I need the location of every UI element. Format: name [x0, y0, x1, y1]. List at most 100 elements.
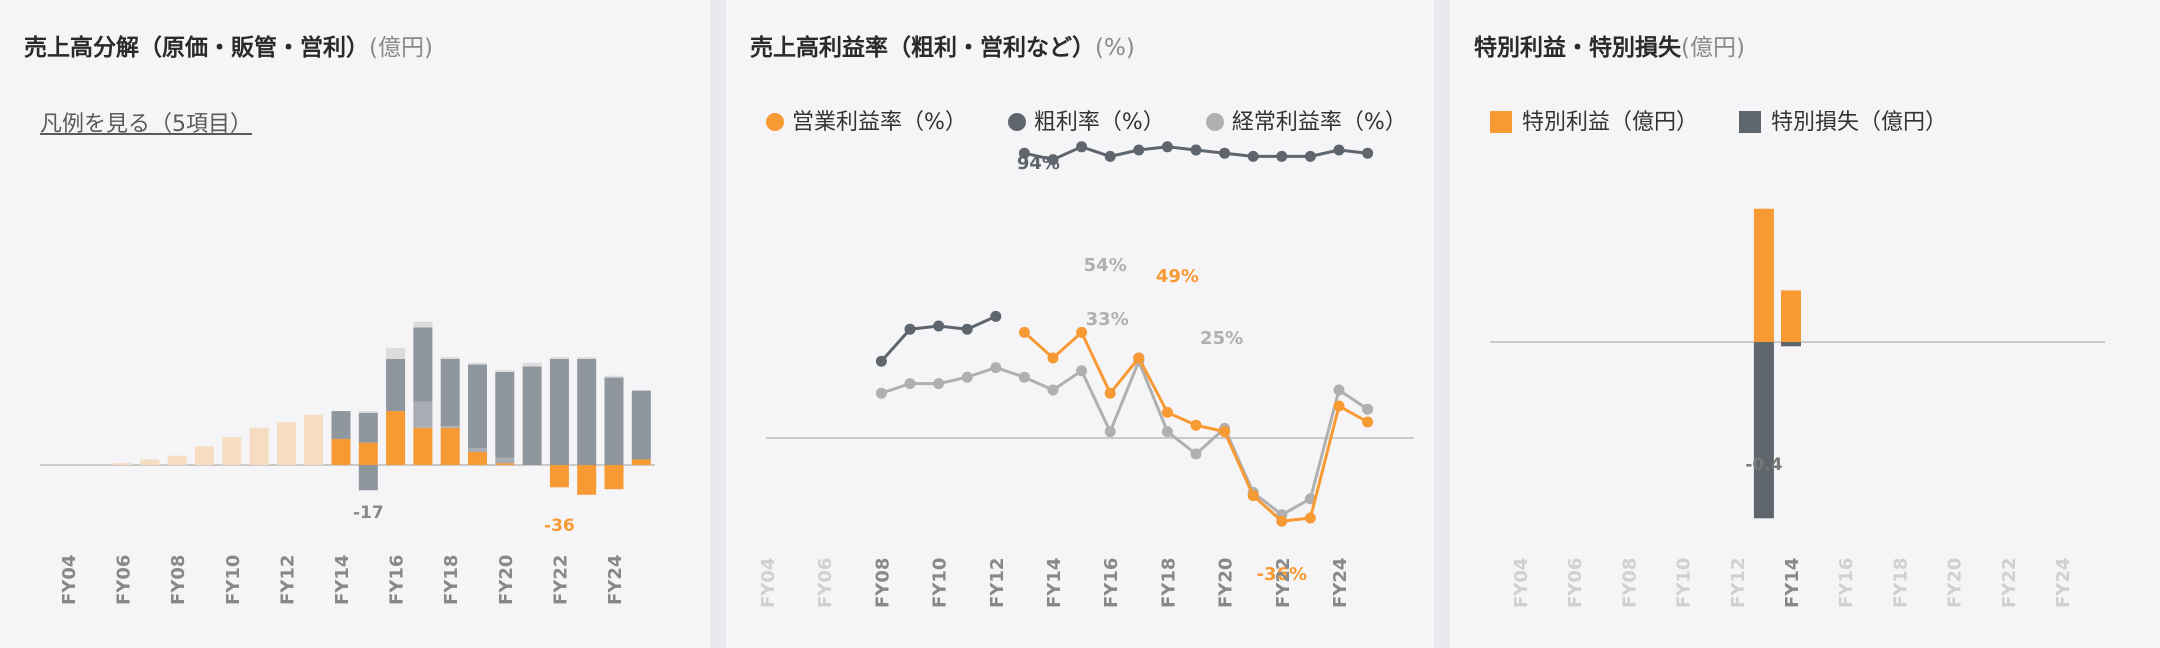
x-tick-label: FY20 — [496, 555, 517, 605]
data-point — [1276, 150, 1288, 162]
x-tick-label: FY12 — [987, 558, 1008, 608]
bar-segment-sg_and_a — [577, 358, 597, 465]
data-point — [1362, 403, 1374, 415]
data-point — [1333, 384, 1345, 396]
x-tick-label: FY08 — [1619, 558, 1640, 608]
bar-segment-early_revenue — [113, 463, 133, 465]
data-point — [1133, 352, 1145, 364]
x-tick-label: FY04 — [1511, 558, 1532, 608]
bar-segment-operating_profit — [386, 411, 406, 465]
bar-segment-operating_profit — [331, 438, 351, 465]
bar-segment-sg_and_a — [468, 364, 487, 449]
bar-segment-early_revenue — [249, 427, 269, 465]
legend-marker — [1490, 111, 1512, 133]
data-point — [1076, 141, 1088, 153]
x-tick-label: FY16 — [387, 555, 408, 605]
data-point — [1018, 371, 1030, 383]
data-point — [1247, 490, 1259, 502]
data-point — [1161, 426, 1173, 438]
show-legend-link[interactable]: 凡例を見る（5項目） — [40, 112, 252, 137]
x-tick-label: FY18 — [1890, 558, 1911, 608]
x-tick-label: FY24 — [2053, 558, 2074, 608]
data-label: -0.4 — [1745, 455, 1782, 475]
bar-segment-sg_and_a — [331, 411, 351, 439]
x-tick-label: FY22 — [1999, 558, 2020, 608]
x-tick-label: FY14 — [1044, 558, 1065, 608]
data-point — [1018, 147, 1030, 159]
x-tick-label: FY06 — [114, 555, 135, 605]
x-tick-label: FY06 — [1565, 558, 1586, 608]
bar-segment-sg_and_a — [631, 390, 651, 460]
data-point — [1190, 419, 1202, 431]
data-point — [1333, 400, 1345, 412]
legend-item-operating-margin[interactable]: 営業利益率（%） — [766, 104, 967, 136]
bar-segment-cost_of_sales — [468, 448, 487, 452]
bar-segment-other — [386, 347, 406, 359]
data-point — [1161, 406, 1173, 418]
x-tick-label: FY08 — [872, 558, 893, 608]
data-point — [1047, 352, 1059, 364]
x-tick-label: FY12 — [1728, 558, 1749, 608]
data-point — [875, 355, 887, 367]
legend-item-special-gain[interactable]: 特別利益（億円） — [1490, 104, 1698, 136]
bar-segment-operating_profit — [604, 465, 624, 490]
data-point — [904, 323, 916, 335]
bar-segment-operating_profit — [468, 451, 487, 465]
data-point — [1362, 416, 1374, 428]
data-point — [1161, 141, 1173, 153]
data-point — [933, 378, 945, 390]
data-label: -36% — [1257, 564, 1308, 585]
bar-segment-cost_of_sales — [413, 401, 433, 428]
data-point — [961, 323, 973, 335]
legend-item-ordinary-margin[interactable]: 経常利益率（%） — [1205, 104, 1404, 136]
data-point — [1362, 147, 1374, 159]
revenue-breakdown-chart: -17 -36 FY04 FY06 FY08 FY10 FY12 FY14 FY16 FY18 FY… — [40, 321, 655, 605]
data-point — [1219, 426, 1231, 438]
panel-title: 売上高分解（原価・販管・営利）(億円) — [24, 35, 433, 61]
x-tick-label: FY06 — [815, 558, 836, 608]
x-tick-label: FY12 — [277, 555, 298, 605]
bar — [1753, 342, 1774, 519]
data-point — [990, 362, 1002, 374]
bar-segment-operating_profit — [631, 459, 651, 465]
x-tick-label: FY22 — [550, 555, 571, 605]
chart-legend: 特別利益（億円） 特別損失（億円） — [1490, 104, 2130, 136]
x-tick-label: FY04 — [758, 558, 779, 608]
profit-margin-chart: 94% 54% 33% 49% 25% -36% FY04 FY06 FY08 FY10 FY12 F… — [758, 141, 1414, 608]
legend-item-gross-margin[interactable]: 粗利率（%） — [1007, 104, 1165, 136]
x-tick-label: FY10 — [930, 558, 951, 608]
profit-margin-panel: 売上高利益率（粗利・営利など）(%) 営業利益率（%） 粗利率（%） 経常利益率… — [726, 0, 1434, 648]
bar-segment-operating_profit — [413, 427, 433, 465]
bar-segment-other — [522, 362, 542, 367]
bar-segment-other — [468, 362, 487, 365]
bar-segment-other — [413, 321, 433, 328]
bar-segment-early_revenue — [167, 455, 187, 465]
data-point — [1104, 426, 1116, 438]
x-tick-label: FY16 — [1101, 558, 1122, 608]
data-point — [1333, 144, 1345, 156]
data-point — [1190, 448, 1202, 460]
bar-segment-operating_profit — [495, 463, 515, 465]
legend-item-special-loss[interactable]: 特別損失（億円） — [1739, 104, 1947, 136]
x-tick-label: FY08 — [168, 555, 189, 605]
bar-segment-sg_and_a — [386, 358, 406, 412]
x-tick-label: FY18 — [1158, 558, 1179, 608]
data-point — [1219, 147, 1231, 159]
x-tick-label: FY10 — [1674, 558, 1695, 608]
x-tick-label: FY14 — [1782, 558, 1803, 608]
data-point — [990, 310, 1002, 322]
data-label: 94% — [1017, 153, 1060, 174]
bar-segment-sg_and_a — [522, 366, 542, 465]
panel-title: 売上高利益率（粗利・営利など）(%) — [750, 35, 1135, 61]
x-tick-label: FY22 — [1273, 558, 1294, 608]
data-point — [961, 371, 973, 383]
bar-segment-operating_profit — [577, 465, 597, 495]
data-label: 25% — [1200, 328, 1243, 349]
data-point — [1104, 150, 1116, 162]
legend-marker — [1007, 113, 1026, 131]
special-items-panel: 特別利益・特別損失(億円) 特別利益（億円） 特別損失（億円） -0.4 FY04… — [1450, 0, 2160, 648]
data-label: 49% — [1156, 266, 1199, 287]
bar-segment-early_revenue — [140, 459, 160, 465]
bar-segment-sg_and_a — [495, 372, 515, 458]
data-label: -17 — [353, 503, 384, 523]
